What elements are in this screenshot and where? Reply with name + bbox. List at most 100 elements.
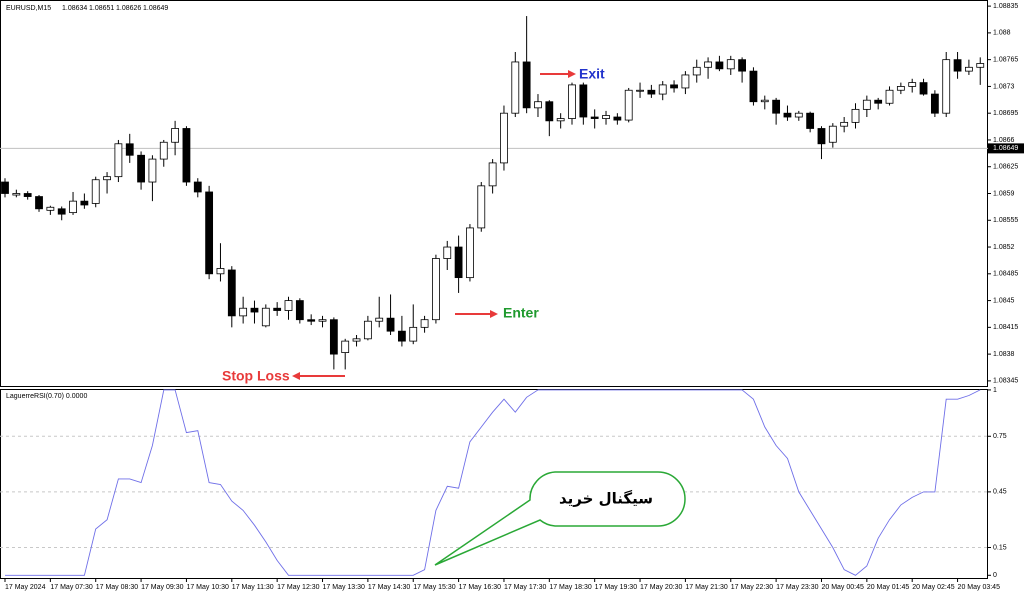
arrow-head	[292, 372, 300, 380]
candle-body	[420, 319, 429, 328]
candle-body	[715, 61, 724, 70]
candle-body	[91, 179, 100, 204]
y-tick-label: 1.08765	[993, 56, 1018, 63]
candle-body	[783, 112, 792, 118]
indicator-title: LaguerreRSI(0.70) 0.0000	[6, 393, 87, 400]
y-tick-label: 0.15	[993, 544, 1007, 551]
candle-body	[137, 154, 145, 183]
candle-body	[205, 191, 214, 275]
candle-body	[466, 227, 474, 279]
candle-body	[23, 193, 32, 197]
candle-body	[46, 206, 55, 211]
x-tick-label: 17 May 14:30	[368, 584, 411, 591]
x-tick-label: 17 May 20:30	[640, 584, 683, 591]
y-tick-label: 1.0852	[993, 244, 1015, 251]
candle-body	[103, 176, 111, 181]
candle-body	[227, 269, 236, 317]
speech-bubble	[434, 471, 686, 566]
x-tick-label: 17 May 11:30	[232, 584, 274, 591]
candle-body	[579, 84, 588, 118]
enter-label: Enter	[503, 305, 539, 321]
candle-body	[69, 200, 77, 214]
x-tick-label: 17 May 08:30	[96, 584, 139, 591]
y-tick-label: 1.0866	[993, 137, 1015, 144]
current-price-label: 1.08649	[993, 145, 1018, 152]
y-tick-label: 0	[993, 572, 997, 579]
candle-body	[817, 128, 826, 145]
candle-body	[329, 319, 338, 355]
candle-body	[772, 99, 781, 114]
x-tick-label: 17 May 07:30	[50, 584, 93, 591]
y-tick-label: 1.0838	[993, 351, 1015, 358]
candle-body	[148, 158, 157, 183]
header-price: 1.08626	[116, 5, 141, 12]
y-tick-label: 1.08625	[993, 164, 1018, 171]
candle-body	[57, 208, 66, 215]
candle-body	[953, 59, 962, 72]
x-tick-label: 20 May 03:45	[958, 584, 1001, 591]
candle-body	[193, 181, 202, 193]
candle-body	[692, 66, 701, 76]
candle-body	[862, 99, 871, 110]
candle-body	[171, 128, 180, 143]
header-price: 1.08634	[62, 5, 87, 12]
candle-body	[534, 101, 542, 109]
x-tick-label: 17 May 21:30	[685, 584, 728, 591]
candle-body	[386, 317, 395, 332]
arrow-head	[568, 70, 576, 78]
candle-body	[976, 63, 985, 68]
candle-body	[352, 338, 361, 342]
candle-body	[454, 246, 463, 279]
candle-body	[307, 319, 316, 322]
candle-body	[239, 307, 248, 317]
candle-body	[273, 307, 282, 311]
x-tick-label: 20 May 00:45	[821, 584, 864, 591]
candle-body	[125, 143, 134, 156]
stop-loss-annotation: Stop Loss	[221, 366, 345, 385]
x-tick-label: 17 May 09:30	[141, 584, 184, 591]
candle-body	[828, 125, 837, 143]
indicator-line	[5, 389, 981, 576]
candle-body	[919, 82, 928, 95]
x-tick-label: 17 May 13:30	[323, 584, 366, 591]
candle-body	[647, 89, 656, 95]
candle-body	[250, 307, 259, 313]
candle-body	[930, 93, 939, 114]
candle-body	[12, 193, 21, 196]
header-price: 1.08651	[89, 5, 114, 12]
y-tick-label: 1.08555	[993, 217, 1018, 224]
candle-body	[341, 340, 350, 353]
y-tick-label: 1.08345	[993, 378, 1018, 385]
candle-body	[488, 162, 497, 187]
candle-body	[738, 59, 746, 72]
x-tick-label: 17 May 12:30	[277, 584, 320, 591]
candle-body	[1, 181, 9, 194]
candle-body	[114, 143, 123, 178]
y-tick-label: 1.0859	[993, 190, 1015, 197]
symbol: EURUSD,M15	[6, 5, 51, 12]
candle-body	[636, 89, 644, 92]
candle-body	[261, 307, 270, 327]
candle-body	[658, 84, 667, 95]
candle-body	[409, 326, 418, 342]
y-tick-label: 0.45	[993, 489, 1007, 496]
candle-body	[874, 99, 883, 104]
y-tick-label: 1.088	[993, 30, 1011, 37]
y-tick-label: 0.75	[993, 433, 1007, 440]
header-price: 1.08649	[143, 5, 168, 12]
y-tick-label: 1.08485	[993, 271, 1018, 278]
candle-body	[477, 185, 486, 229]
y-tick-label: 1.0873	[993, 83, 1015, 90]
candle-body	[760, 99, 769, 103]
candle-body	[806, 112, 815, 129]
y-tick-label: 1.08835	[993, 3, 1018, 10]
x-tick-label: 17 May 2024	[5, 584, 46, 591]
exit-label: Exit	[579, 66, 605, 82]
candle-body	[363, 320, 372, 340]
candle-body	[545, 101, 554, 122]
signal-label: سیگنال خرید	[559, 490, 653, 508]
signal-callout: سیگنال خرید	[434, 471, 686, 566]
candle-body	[159, 141, 168, 160]
